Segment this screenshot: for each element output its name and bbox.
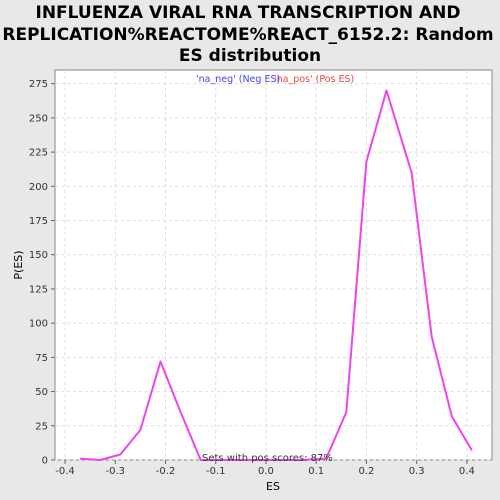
y-tick-label: 125 [29,284,48,295]
y-axis-label: P(ES) [12,250,25,279]
x-tick-label: -0.2 [156,466,176,477]
y-tick-label: 275 [29,79,48,90]
chart-title-line-3: ES distribution [179,46,321,66]
chart-title-line-1: INFLUENZA VIRAL RNA TRANSCRIPTION AND [36,3,461,23]
y-tick-label: 0 [42,456,48,467]
y-axis-ticks: 0 25 50 75 100 125 150 175 200 225 250 275 [29,79,55,467]
x-tick-label: -0.4 [55,466,75,477]
y-tick-label: 225 [29,148,48,159]
legend-entry-neg: 'na_neg' (Neg ES) [196,74,280,85]
y-tick-label: 175 [29,216,48,227]
y-tick-label: 25 [35,421,48,432]
chart-title-line-2: REPLICATION%REACTOME%REACT_6152.2: Rando… [2,25,493,45]
y-tick-label: 250 [29,113,48,124]
y-tick-label: 50 [35,387,48,398]
legend-entry-pos: 'na_pos' (Pos ES) [274,74,354,85]
x-tick-label: 0.2 [358,466,374,477]
es-distribution-line [80,89,473,461]
x-tick-label: 0.4 [459,466,475,477]
x-tick-label: 0.1 [308,466,324,477]
series-layer [80,89,473,461]
x-axis-label: ES [266,480,280,493]
plot-area [54,69,493,461]
x-tick-label: -0.3 [106,466,126,477]
y-tick-label: 100 [29,319,48,330]
x-tick-label: 0.0 [258,466,274,477]
x-tick-label: 0.3 [409,466,425,477]
y-tick-label: 75 [35,353,48,364]
y-tick-label: 200 [29,182,48,193]
grid-lines [55,70,492,461]
x-tick-label: -0.1 [206,466,226,477]
y-tick-label: 150 [29,250,48,261]
pos-scores-annotation: Sets with pos scores: 87% [202,453,333,464]
x-axis-ticks: -0.4 -0.3 -0.2 -0.1 0.0 0.1 0.2 0.3 0.4 [55,460,475,477]
